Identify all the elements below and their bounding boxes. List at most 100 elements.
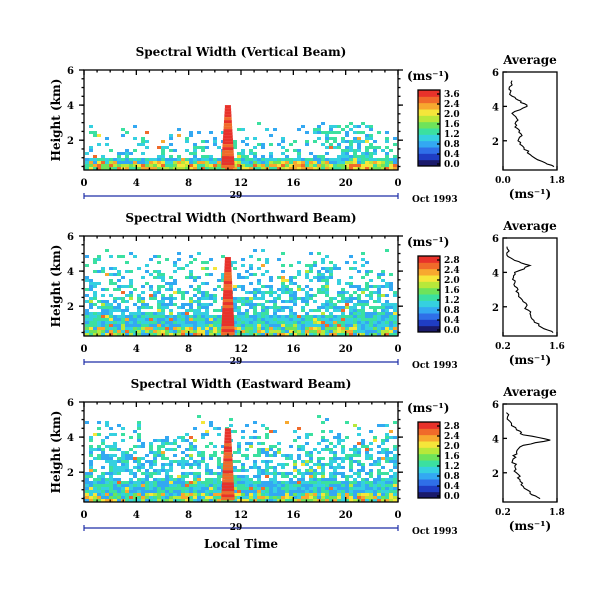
heatmap-cell (365, 448, 369, 451)
heatmap-cell (305, 442, 309, 445)
heatmap-cell (101, 478, 105, 481)
heatmap-cell (365, 164, 369, 167)
heatmap-cell (89, 475, 93, 478)
heatmap-cell (365, 152, 369, 155)
heatmap-cell (269, 499, 273, 502)
y-tick-label: 4 (67, 267, 74, 278)
heatmap-cell (341, 161, 345, 164)
heatmap-cell (277, 481, 281, 484)
heatmap-cell (189, 255, 193, 258)
high-width-feature (223, 278, 232, 282)
heatmap-cell (97, 164, 101, 167)
heatmap-cell (269, 490, 273, 493)
heatmap-cell (153, 330, 157, 333)
heatmap-cell (189, 484, 193, 487)
x-tick-label: 0 (81, 344, 88, 355)
heatmap-cell (181, 297, 185, 300)
heatmap-cell (237, 333, 241, 336)
heatmap-cell (353, 484, 357, 487)
heatmap-cell (281, 330, 285, 333)
heatmap-cell (129, 321, 133, 324)
heatmap-cell (85, 315, 89, 318)
heatmap-cell (129, 279, 133, 282)
x-tick-label: 12 (234, 178, 248, 189)
heatmap-cell (309, 478, 313, 481)
heatmap-cell (217, 164, 221, 167)
heatmap-cell (165, 324, 169, 327)
heatmap-cell (153, 454, 157, 457)
heatmap-cell (277, 442, 281, 445)
heatmap-cell (345, 487, 349, 490)
heatmap-cell (209, 472, 213, 475)
day-label: 29 (230, 523, 243, 533)
high-width-feature (223, 284, 233, 288)
heatmap-cell (193, 324, 197, 327)
heatmap-cell (377, 312, 381, 315)
heatmap-cell (321, 499, 325, 502)
heatmap-cell (333, 309, 337, 312)
heatmap-cell (237, 481, 241, 484)
heatmap-cell (197, 451, 201, 454)
heatmap-cell (213, 140, 217, 143)
heatmap-cell (157, 261, 161, 264)
heatmap-cell (137, 433, 141, 436)
heatmap-cell (161, 481, 165, 484)
heatmap-cell (381, 466, 385, 469)
heatmap-cell (109, 490, 113, 493)
heatmap-cell (153, 499, 157, 502)
heatmap-cell (145, 158, 149, 161)
heatmap-cell (185, 463, 189, 466)
average-x-tick-label: 1.8 (549, 176, 565, 186)
colorbar-segment (418, 115, 440, 123)
heatmap-cell (369, 155, 373, 158)
heatmap-cell (337, 436, 341, 439)
heatmap-cell (349, 122, 353, 125)
heatmap-cell (105, 484, 109, 487)
heatmap-cell (313, 131, 317, 134)
heatmap-cell (205, 469, 209, 472)
x-tick-label: 4 (133, 178, 140, 189)
y-tick-label: 2 (67, 468, 74, 479)
heatmap-cell (213, 164, 217, 167)
heatmap-cell (193, 321, 197, 324)
heatmap-cell (305, 140, 309, 143)
heatmap-cell (297, 481, 301, 484)
heatmap-cell (177, 134, 181, 137)
heatmap-cell (133, 493, 137, 496)
heatmap-cell (393, 158, 397, 161)
heatmap-cell (321, 279, 325, 282)
heatmap-cell (285, 164, 289, 167)
heatmap-cell (373, 481, 377, 484)
heatmap-cell (129, 312, 133, 315)
heatmap-cell (193, 439, 197, 442)
heatmap-cell (341, 484, 345, 487)
heatmap-cell (253, 146, 257, 149)
heatmap-cell (369, 315, 373, 318)
heatmap-cell (121, 460, 125, 463)
heatmap-cell (345, 306, 349, 309)
heatmap-cell (257, 327, 261, 330)
heatmap-cell (325, 255, 329, 258)
heatmap-cells (85, 249, 397, 336)
heatmap-cell (197, 490, 201, 493)
heatmap-cell (321, 448, 325, 451)
heatmap-cell (177, 496, 181, 499)
heatmap-cell (361, 309, 365, 312)
heatmap-cell (229, 424, 233, 427)
heatmap-cell (93, 478, 97, 481)
heatmap-cell (277, 161, 281, 164)
heatmap-cell (209, 294, 213, 297)
heatmap-cell (365, 261, 369, 264)
colorbar-tick-label: 2.0 (444, 276, 460, 286)
heatmap-cell (141, 466, 145, 469)
heatmap-cell (357, 140, 361, 143)
heatmap-cell (253, 333, 257, 336)
heatmap-cell (381, 149, 385, 152)
heatmap-cell (361, 155, 365, 158)
heatmap-cell (281, 318, 285, 321)
heatmap-cell (389, 496, 393, 499)
heatmap-cell (245, 499, 249, 502)
heatmap-cell (189, 487, 193, 490)
heatmap-cell (145, 282, 149, 285)
heatmap-cell (341, 128, 345, 131)
